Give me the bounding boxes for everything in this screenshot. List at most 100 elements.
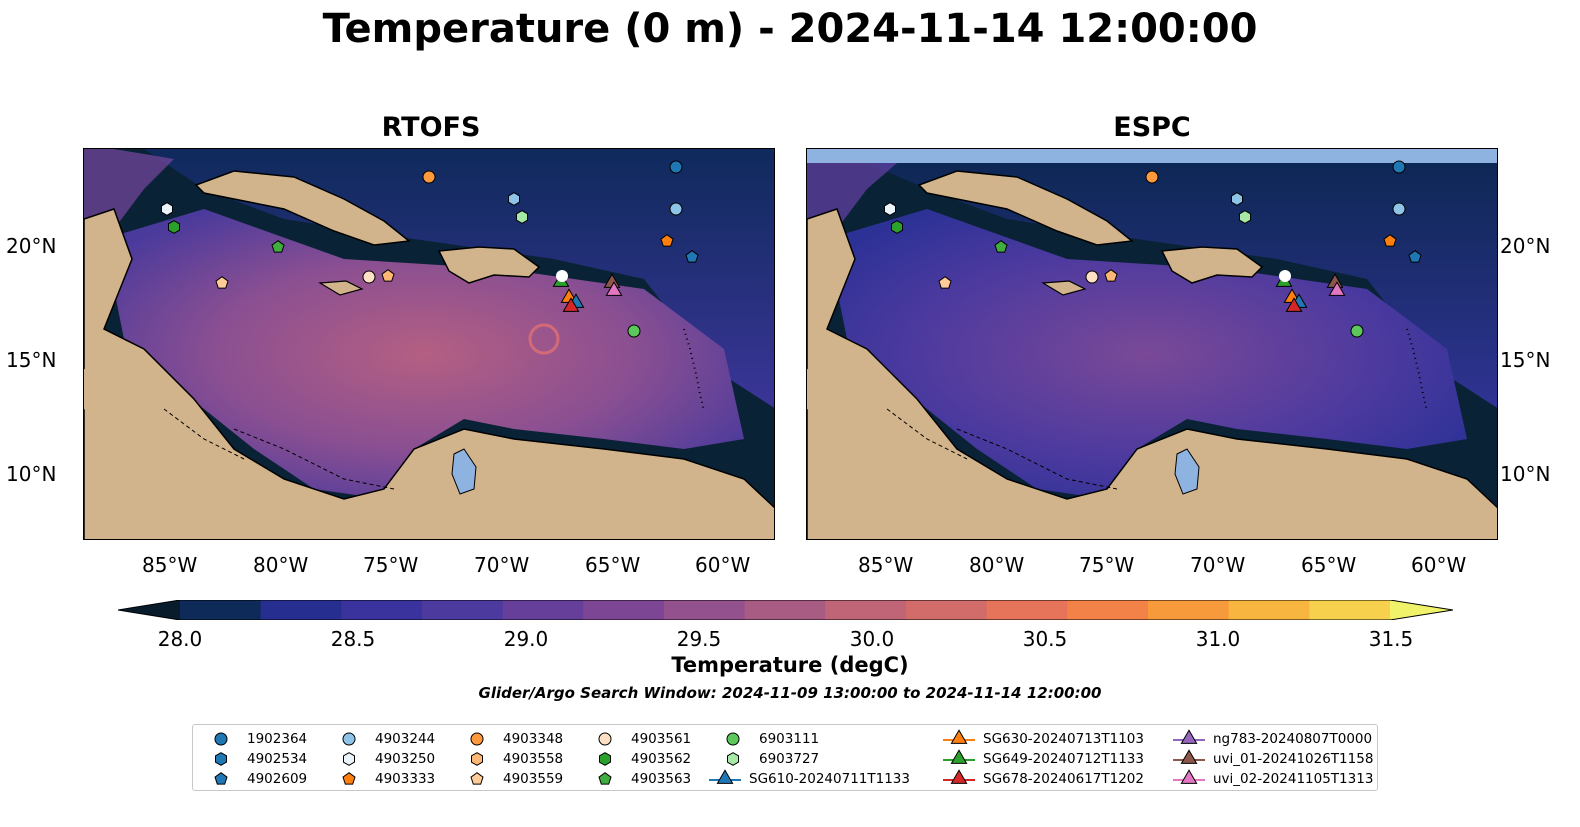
espc-panel-title: ESPC — [1113, 112, 1191, 143]
legend-label: SG649-20240712T1133 — [983, 751, 1144, 767]
legend-label: 4903563 — [631, 771, 692, 787]
map-marker — [1350, 324, 1364, 338]
map-marker — [660, 234, 674, 247]
pentagon-icon — [598, 772, 612, 785]
triangle-icon — [709, 769, 741, 784]
colorbar-segment — [986, 600, 1068, 620]
triangle-icon — [943, 749, 975, 764]
legend-label: 1902364 — [247, 731, 308, 747]
border-line — [956, 428, 1118, 490]
legend-label: SG678-20240617T1202 — [983, 771, 1144, 787]
jamaica-land — [318, 280, 364, 296]
colorbar-segment — [422, 600, 504, 620]
lon-tick: 85°W — [142, 553, 198, 577]
colorbar-extend-high — [1390, 600, 1453, 620]
hexagon-icon — [343, 752, 355, 766]
circle-icon — [470, 732, 484, 746]
cuba-land — [194, 170, 411, 246]
lon-tick: 75°W — [1079, 553, 1135, 577]
cuba-land — [917, 170, 1134, 246]
lat-tick-right: 15°N — [1500, 348, 1551, 372]
lon-tick: 80°W — [253, 553, 309, 577]
rtofs-map-svg — [84, 149, 774, 539]
triangle-icon — [943, 769, 975, 784]
colorbar-tick: 28.0 — [157, 627, 203, 651]
lon-tick: 85°W — [858, 553, 914, 577]
jamaica-land — [1041, 280, 1087, 296]
map-marker — [938, 276, 952, 289]
map-marker — [669, 160, 683, 174]
map-marker — [1328, 281, 1346, 296]
search-window-note: Glider/Argo Search Window: 2024-11-09 13… — [478, 684, 1102, 702]
map-marker — [669, 202, 683, 216]
lon-tick: 65°W — [1301, 553, 1357, 577]
hexagon-icon — [599, 752, 611, 766]
map-marker — [1285, 297, 1303, 312]
pentagon-icon — [214, 772, 228, 785]
hexagon-icon — [727, 752, 739, 766]
colorbar-segment — [341, 600, 423, 620]
map-marker — [215, 276, 229, 289]
hexagon-icon — [471, 752, 483, 766]
mainland-land — [807, 208, 1497, 539]
map-marker — [508, 192, 520, 206]
map-marker — [1383, 234, 1397, 247]
map-marker — [1239, 210, 1251, 224]
colorbar-segment — [1148, 600, 1230, 620]
colorbar — [118, 600, 1453, 620]
colorbar-segment — [180, 600, 262, 620]
lon-tick: 60°W — [1411, 553, 1467, 577]
legend-label: 4903558 — [503, 751, 564, 767]
map-marker — [605, 281, 623, 296]
map-marker — [994, 240, 1008, 253]
map-marker — [884, 202, 896, 216]
legend-label: 4903559 — [503, 771, 564, 787]
map-marker — [1231, 192, 1243, 206]
colorbar-segment — [1309, 600, 1391, 620]
hispaniola-land — [1160, 246, 1264, 284]
legend-label: 4903333 — [375, 771, 436, 787]
rtofs-panel-title: RTOFS — [381, 112, 481, 143]
legend-label: 4903561 — [631, 731, 692, 747]
colorbar-tick: 29.0 — [503, 627, 549, 651]
mainland-land — [84, 208, 774, 539]
map-marker — [1392, 160, 1406, 174]
legend-label: uvi_02-20241105T1313 — [1213, 771, 1374, 787]
lake-maracaibo — [1174, 448, 1200, 495]
legend-label: 4903562 — [631, 751, 692, 767]
circle-icon — [214, 732, 228, 746]
lon-tick: 70°W — [474, 553, 530, 577]
map-marker — [685, 250, 699, 263]
lon-tick: 80°W — [969, 553, 1025, 577]
pentagon-icon — [470, 772, 484, 785]
colorbar-extend-low — [118, 600, 180, 620]
legend-label: 4903250 — [375, 751, 436, 767]
colorbar-segment — [260, 600, 342, 620]
colorbar-segment — [502, 600, 584, 620]
legend-label: uvi_01-20241026T1158 — [1213, 751, 1374, 767]
colorbar-segment — [1067, 600, 1149, 620]
colorbar-segment — [1228, 600, 1310, 620]
colorbar-tick: 31.0 — [1195, 627, 1241, 651]
caribbean-water — [827, 209, 1467, 499]
legend-label: 4902534 — [247, 751, 308, 767]
lat-tick-right: 10°N — [1500, 462, 1551, 486]
legend-label: 4903244 — [375, 731, 436, 747]
lon-tick: 60°W — [695, 553, 751, 577]
map-marker — [271, 240, 285, 253]
atlantic-water — [867, 163, 1497, 408]
hispaniola-land — [437, 246, 541, 284]
legend-label: ng783-20240807T0000 — [1213, 731, 1373, 747]
map-marker — [1104, 269, 1118, 282]
map-marker — [1085, 270, 1099, 284]
triangle-icon — [1173, 769, 1205, 784]
legend-label: 4903348 — [503, 731, 564, 747]
central-america-land — [807, 369, 1036, 539]
border-line — [163, 408, 245, 460]
figure-title: Temperature (0 m) - 2024-11-14 12:00:00 — [322, 6, 1258, 52]
map-marker — [556, 270, 568, 282]
colorbar-tick: 30.5 — [1022, 627, 1068, 651]
legend-label: 6903111 — [759, 731, 820, 747]
colorbar-tick: 28.5 — [330, 627, 376, 651]
lon-tick: 65°W — [585, 553, 641, 577]
